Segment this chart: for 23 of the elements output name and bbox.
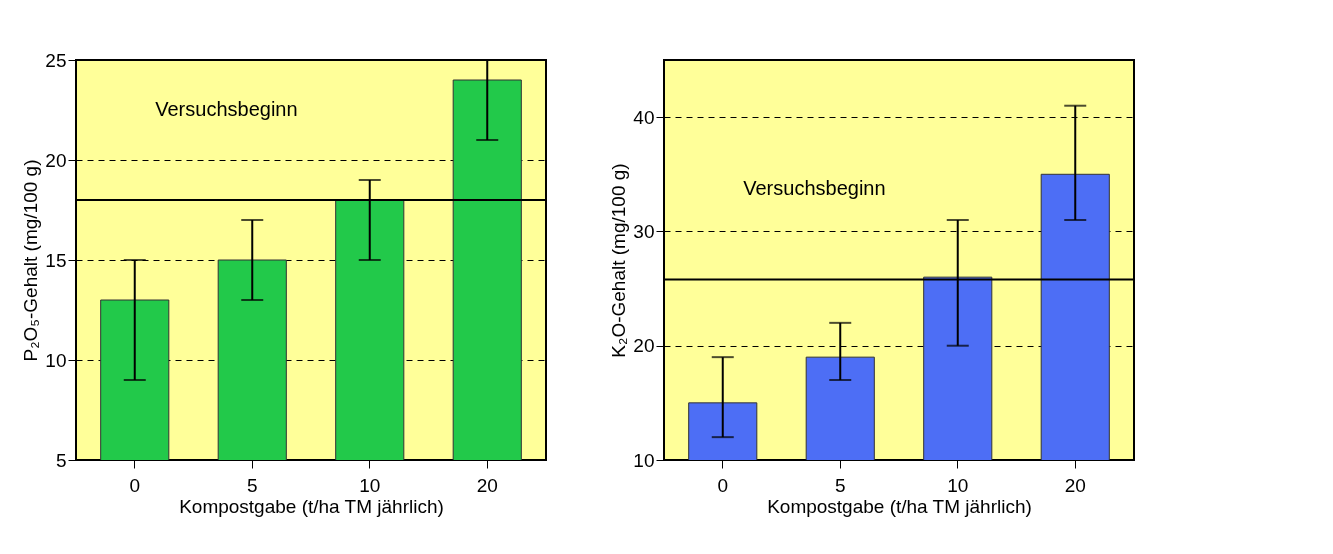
x-tick-label: 0 [717, 474, 729, 496]
x-tick-label: 20 [1064, 474, 1086, 496]
y-tick-label: 30 [633, 220, 655, 242]
y-tick-label: 10 [45, 349, 67, 371]
y-tick-label: 40 [633, 106, 655, 128]
y-axis-title: P₂O₅-Gehalt (mg/100 g) [20, 159, 42, 362]
ref-line-label: Versuchsbeginn [743, 177, 886, 200]
x-tick-label: 10 [947, 474, 969, 496]
y-tick-label: 15 [45, 249, 67, 271]
y-tick-label: 10 [633, 449, 655, 471]
y-tick-label: 5 [55, 449, 67, 471]
y-axis-title: K₂O-Gehalt (mg/100 g) [608, 163, 630, 358]
x-tick-label: 5 [834, 474, 846, 496]
x-axis-title: Kompostgabe (t/ha TM jährlich) [767, 495, 1032, 517]
x-tick-label: 10 [359, 474, 381, 496]
x-tick-label: 0 [129, 474, 141, 496]
x-tick-label: 20 [476, 474, 498, 496]
x-axis-title: Kompostgabe (t/ha TM jährlich) [179, 495, 444, 517]
ref-line-label: Versuchsbeginn [155, 98, 298, 120]
y-tick-label: 20 [45, 149, 67, 171]
y-tick-label: 25 [45, 49, 67, 71]
y-tick-label: 20 [633, 335, 655, 357]
x-tick-label: 5 [246, 474, 258, 496]
